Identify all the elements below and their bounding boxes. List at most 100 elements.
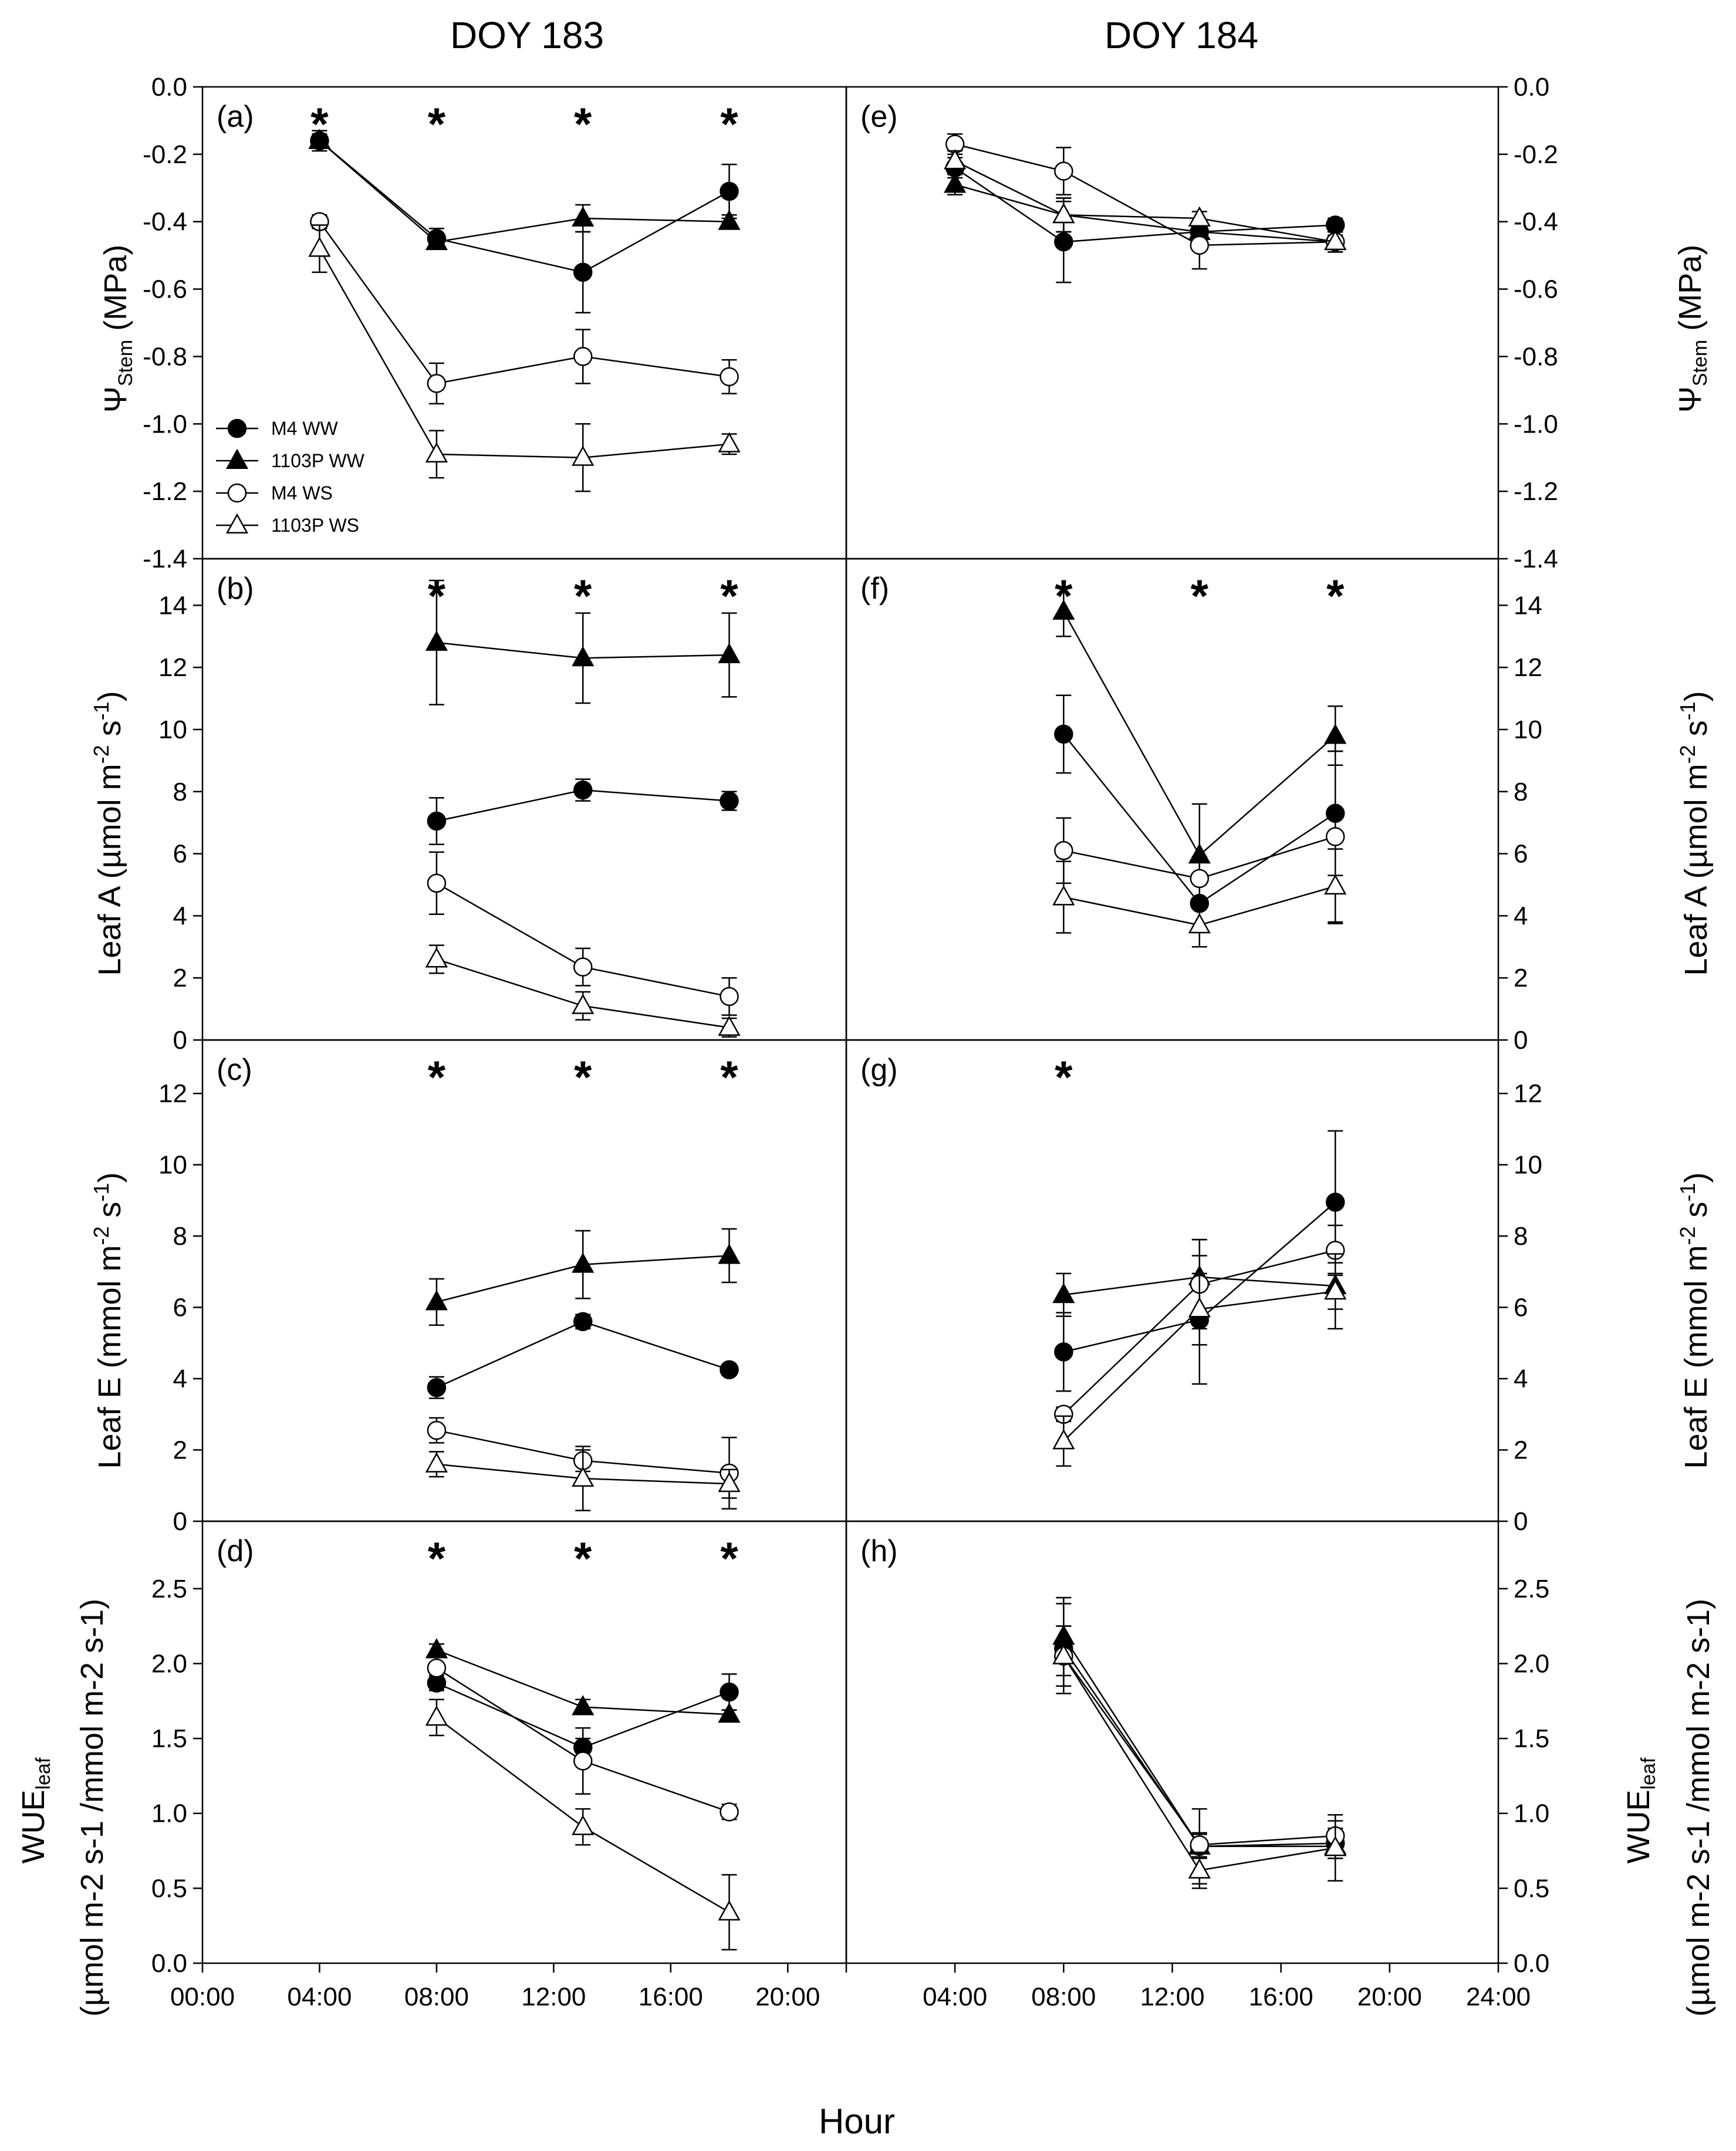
data-point (720, 181, 739, 201)
y-tick-label: 14 (1514, 591, 1542, 620)
significance-star: * (428, 1532, 446, 1584)
data-point (427, 1658, 447, 1678)
x-tick-label: 12:00 (1140, 1983, 1204, 2011)
panels: 0.0 -0.2 -0.4 -0.6 -0.8 -1.0 -1.2 -1.4 (a) * * * * M4… (143, 73, 1558, 2011)
y-label-e-end: ) (92, 1172, 127, 1183)
svg-text:Leaf A (µmol m-2 s-1): Leaf A (µmol m-2 s-1) (1676, 691, 1714, 975)
data-point (1190, 1835, 1210, 1855)
y-tick-label: 0 (173, 1507, 187, 1536)
y-tick-label: 8 (173, 778, 187, 806)
data-point (572, 1252, 595, 1273)
series-m4-ww (945, 157, 1345, 283)
legend-marker (225, 513, 249, 533)
series-1103p-ws (944, 148, 1347, 253)
y-tick-label: 0.5 (1514, 1874, 1549, 1903)
data-point (1324, 1836, 1347, 1856)
data-point (425, 442, 448, 462)
data-point (718, 643, 741, 663)
significance-star: * (720, 1532, 738, 1584)
data-point (720, 1682, 739, 1702)
x-tick-label: 20:00 (755, 1983, 820, 2011)
y-tick-label: 0 (173, 1026, 187, 1055)
series-1103p-ws (425, 1446, 741, 1512)
data-point (573, 780, 593, 800)
y-tick-label: 10 (1514, 1151, 1542, 1180)
y-tick-label: 14 (158, 591, 187, 620)
x-tick-label: 00:00 (170, 1983, 235, 2011)
panel-label: (c) (217, 1053, 252, 1087)
data-point (425, 1705, 448, 1726)
y-tick-label: 2.0 (151, 1649, 187, 1678)
y-tick-label: 2.5 (151, 1575, 187, 1603)
y-tick-label: -0.4 (1514, 208, 1558, 237)
y-tick-label: -1.2 (143, 477, 187, 506)
y-tick-label: 2 (173, 964, 187, 992)
data-point (1052, 202, 1075, 224)
significance-star: * (720, 98, 738, 150)
data-point (572, 1695, 595, 1716)
significance-star: * (574, 1532, 592, 1584)
data-point (1188, 1858, 1211, 1879)
series-1103p-ws (425, 1698, 741, 1951)
y-tick-label: -0.6 (1514, 275, 1558, 304)
legend-marker (225, 448, 249, 469)
data-point (1188, 206, 1211, 227)
column-title-doy184: DOY 184 (1105, 14, 1258, 56)
panel-label: (h) (860, 1534, 898, 1568)
y-tick-label: 12 (158, 1079, 187, 1108)
y-label-wue-sub: leaf (32, 1757, 55, 1789)
data-point (308, 237, 331, 257)
series-m4-ww (427, 778, 739, 845)
data-point (425, 947, 448, 968)
data-point (573, 1751, 593, 1771)
significance-star: * (720, 1051, 738, 1103)
column-title-doy183: DOY 183 (450, 14, 604, 56)
series-1103p-ws (1052, 848, 1347, 948)
y-label-wue-main: WUE (16, 1789, 51, 1863)
data-point (425, 630, 448, 651)
x-tick-label: 16:00 (1249, 1983, 1313, 2011)
data-point (572, 994, 595, 1014)
y-label-wue-main-r: WUE (1621, 1789, 1656, 1863)
panel-h: 0.0 0.5 1.0 1.5 2.0 2.5 04:00 08:00 12:00 16:00 20… (845, 1520, 1549, 2011)
data-point (427, 374, 447, 393)
y-label-wue-units: (µmol m-2 s-1 /mmol m-2 s-1) (75, 1599, 110, 2017)
series-line (954, 167, 1336, 243)
panel-frame (845, 1520, 1499, 1964)
y-tick-label: 1.0 (151, 1799, 187, 1828)
data-point (718, 1471, 741, 1492)
y-tick-label: 0.0 (151, 1949, 187, 1978)
series-1103p-ws (308, 224, 741, 492)
series-line (436, 1321, 729, 1389)
data-point (720, 987, 739, 1007)
y-tick-label: 12 (1514, 1079, 1542, 1108)
x-tick-label: 12:00 (521, 1983, 586, 2011)
panel-a: 0.0-0.2-0.4-0.6-0.8-1.0-1.2-1.4(a) * * * *M4… (143, 73, 847, 573)
data-point (1324, 1279, 1347, 1300)
data-point (720, 367, 739, 387)
series-line (319, 248, 729, 458)
y-label-a-mid: s (92, 720, 127, 745)
x-tick-label: 04:00 (923, 1983, 987, 2011)
y-label-a-sup1-r: -2 (1676, 745, 1700, 764)
legend-item-m4-ww: M4 WW (216, 418, 339, 439)
y-tick-label: 6 (1514, 840, 1528, 869)
x-tick-label: 08:00 (404, 1983, 469, 2011)
y-tick-label: 0.0 (1514, 73, 1549, 102)
panel-g: 0 2 4 6 8 10 12 (g) * (845, 1039, 1542, 1536)
svg-text:Leaf A (µmol m-2 s-1): Leaf A (µmol m-2 s-1) (89, 691, 127, 975)
panel-label: (e) (860, 100, 898, 134)
data-point (572, 646, 595, 667)
significance-star: * (574, 98, 592, 150)
data-point (1326, 827, 1345, 846)
legend-label: 1103P WW (271, 450, 365, 471)
y-label-psi-rest: (MPa) (98, 245, 133, 340)
series-1103p-ww (425, 1228, 741, 1326)
significance-star: * (1055, 1051, 1073, 1103)
y-label-psi-r: Ψ (1673, 386, 1708, 413)
y-label-e-sup2: -1 (89, 1183, 113, 1201)
y-label-a-sup2: -1 (89, 701, 113, 720)
y-label-psi-sub: Stem (114, 340, 137, 386)
y-tick-label: 1.5 (151, 1724, 187, 1753)
